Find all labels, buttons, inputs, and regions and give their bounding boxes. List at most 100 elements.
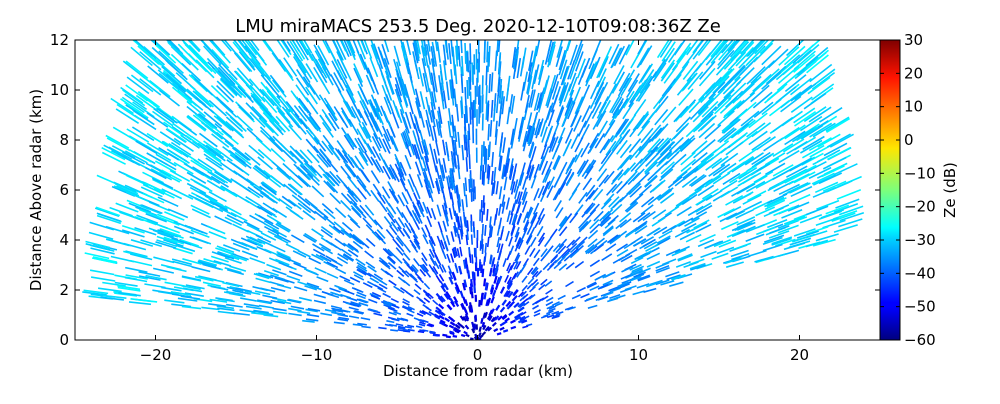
radar-gate [537,226,543,236]
radar-gate [461,335,465,336]
radar-gate [430,144,434,159]
radar-gate [306,319,318,321]
radar-gate [577,288,586,292]
radar-gate [543,182,549,194]
radar-gate [607,84,617,102]
radar-gate [490,268,492,276]
radar-gate [487,41,488,62]
radar-gate [240,310,256,312]
radar-gate [225,141,242,154]
radar-gate [655,124,668,139]
radar-gate [470,71,471,90]
radar-gate [254,166,269,178]
radar-gate [90,222,114,229]
radar-gate [483,224,484,235]
radar-gate [511,320,516,323]
radar-gate [733,243,751,249]
radar-gate [488,124,489,140]
radar-gate [766,254,786,260]
radar-gate [503,321,507,324]
radar-gate [493,290,495,297]
radar-gate [602,254,612,260]
radar-gate [139,272,161,276]
radar-gate [371,171,379,184]
radar-gate [242,251,258,257]
radar-gate [394,286,401,291]
radar-gate [756,207,775,216]
radar-gate [415,284,421,289]
radar-gate [247,128,262,142]
radar-gate [436,166,439,180]
radar-gate [152,178,173,188]
radar-gate [534,250,540,258]
radar-gate [546,290,553,295]
radar-gate [349,307,359,310]
radar-gate [457,104,459,121]
radar-gate [752,123,771,137]
radar-gate [511,327,516,329]
radar-gate [352,288,362,292]
radar-gate [453,336,457,337]
radar-gate [496,305,499,310]
radar-gate [407,314,414,317]
radar-gate [136,299,158,302]
radar-gate [250,258,265,264]
radar-gate [455,64,457,84]
radar-gate [813,175,835,185]
radar-gate [189,75,207,92]
radar-gate [490,120,491,137]
radar-gate [589,62,597,81]
radar-gate [299,298,312,301]
radar-gate [526,324,532,326]
radar-gate [244,221,260,229]
radar-gate [309,83,320,100]
radar-gate [361,327,370,328]
radar-gate [449,332,453,333]
radar-gate [662,79,675,96]
radar-gate [486,66,487,86]
radar-gate [419,67,423,86]
radar-gate [569,189,577,201]
radar-gate [631,237,643,244]
radar-gate [469,124,470,140]
radar-gate [489,74,490,93]
radar-gate [470,254,471,263]
radar-gate [222,131,239,145]
plot-area [82,30,864,341]
radar-gate [277,285,291,289]
radar-gate [472,322,474,327]
radar-gate [349,119,358,134]
radar-gate [297,311,310,313]
radar-gate [433,335,438,336]
radar-gate [453,272,456,280]
radar-gate [468,52,469,72]
radar-gate [259,306,274,308]
radar-gate [547,126,553,142]
radar-gate [485,292,486,299]
radar-gate [484,42,485,63]
radar-gate [470,302,471,308]
radar-gate [379,201,387,212]
radar-gate [273,312,287,314]
radar-gate [494,329,498,331]
radar-gate [497,35,498,56]
radar-gate [555,200,562,211]
radar-gate [507,76,509,95]
radar-gate [823,181,846,191]
radar-gate [473,271,474,279]
radar-gate [446,39,448,60]
radar-gate [534,313,540,316]
radar-gate [291,235,304,242]
radar-gate [513,296,518,301]
radar-gate [414,318,420,320]
radar-gate [400,179,406,191]
radar-gate [123,173,145,183]
radar-gate [669,282,683,286]
radar-gate [485,243,486,253]
radar-gate [465,178,466,191]
radar-gate [504,177,506,190]
radar-gate [354,64,362,83]
radar-gate [344,290,354,294]
radar-gate [466,335,470,337]
radar-gate [609,235,619,243]
